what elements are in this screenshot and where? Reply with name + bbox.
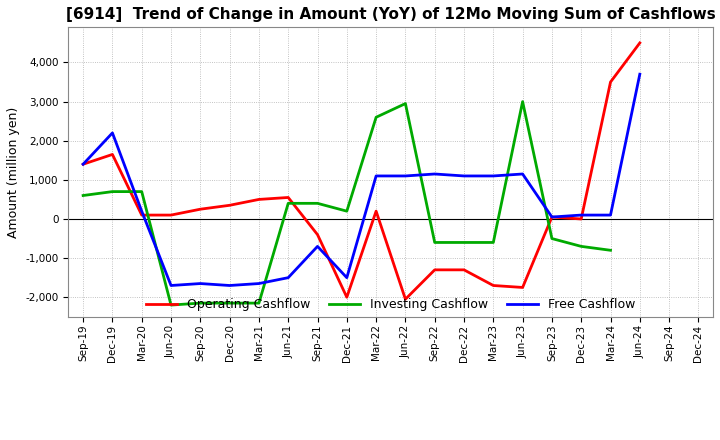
Operating Cashflow (459, 267, 468, 272)
Free Cashflow (459, 173, 468, 179)
Operating Cashflow (489, 283, 498, 288)
Operating Cashflow (108, 152, 117, 157)
Free Cashflow (167, 283, 176, 288)
Operating Cashflow (138, 213, 146, 218)
Free Cashflow (343, 275, 351, 280)
Free Cashflow (138, 209, 146, 214)
Legend: Operating Cashflow, Investing Cashflow, Free Cashflow: Operating Cashflow, Investing Cashflow, … (140, 293, 641, 316)
Investing Cashflow (372, 115, 380, 120)
Operating Cashflow (167, 213, 176, 218)
Investing Cashflow (138, 189, 146, 194)
Operating Cashflow (343, 295, 351, 300)
Free Cashflow (78, 161, 87, 167)
Operating Cashflow (78, 161, 87, 167)
Investing Cashflow (489, 240, 498, 245)
Free Cashflow (313, 244, 322, 249)
Operating Cashflow (401, 297, 410, 302)
Free Cashflow (577, 213, 585, 218)
Investing Cashflow (401, 101, 410, 106)
Investing Cashflow (284, 201, 292, 206)
Free Cashflow (518, 171, 527, 176)
Free Cashflow (225, 283, 234, 288)
Line: Investing Cashflow: Investing Cashflow (83, 102, 611, 305)
Operating Cashflow (577, 216, 585, 222)
Investing Cashflow (606, 248, 615, 253)
Operating Cashflow (606, 79, 615, 84)
Free Cashflow (372, 173, 380, 179)
Investing Cashflow (548, 236, 557, 241)
Investing Cashflow (108, 189, 117, 194)
Operating Cashflow (313, 232, 322, 237)
Free Cashflow (196, 281, 204, 286)
Free Cashflow (431, 171, 439, 176)
Investing Cashflow (459, 240, 468, 245)
Investing Cashflow (225, 301, 234, 306)
Operating Cashflow (255, 197, 264, 202)
Free Cashflow (606, 213, 615, 218)
Operating Cashflow (431, 267, 439, 272)
Free Cashflow (548, 214, 557, 220)
Line: Free Cashflow: Free Cashflow (83, 74, 640, 286)
Free Cashflow (636, 72, 644, 77)
Operating Cashflow (196, 206, 204, 212)
Operating Cashflow (548, 214, 557, 220)
Free Cashflow (284, 275, 292, 280)
Free Cashflow (108, 130, 117, 136)
Y-axis label: Amount (million yen): Amount (million yen) (7, 106, 20, 238)
Investing Cashflow (431, 240, 439, 245)
Investing Cashflow (343, 209, 351, 214)
Free Cashflow (255, 281, 264, 286)
Free Cashflow (401, 173, 410, 179)
Investing Cashflow (518, 99, 527, 104)
Investing Cashflow (577, 244, 585, 249)
Operating Cashflow (518, 285, 527, 290)
Investing Cashflow (255, 301, 264, 306)
Operating Cashflow (372, 209, 380, 214)
Title: [6914]  Trend of Change in Amount (YoY) of 12Mo Moving Sum of Cashflows: [6914] Trend of Change in Amount (YoY) o… (66, 7, 716, 22)
Operating Cashflow (284, 195, 292, 200)
Investing Cashflow (78, 193, 87, 198)
Line: Operating Cashflow: Operating Cashflow (83, 43, 640, 299)
Investing Cashflow (196, 301, 204, 306)
Operating Cashflow (636, 40, 644, 46)
Investing Cashflow (313, 201, 322, 206)
Investing Cashflow (167, 302, 176, 308)
Free Cashflow (489, 173, 498, 179)
Operating Cashflow (225, 203, 234, 208)
